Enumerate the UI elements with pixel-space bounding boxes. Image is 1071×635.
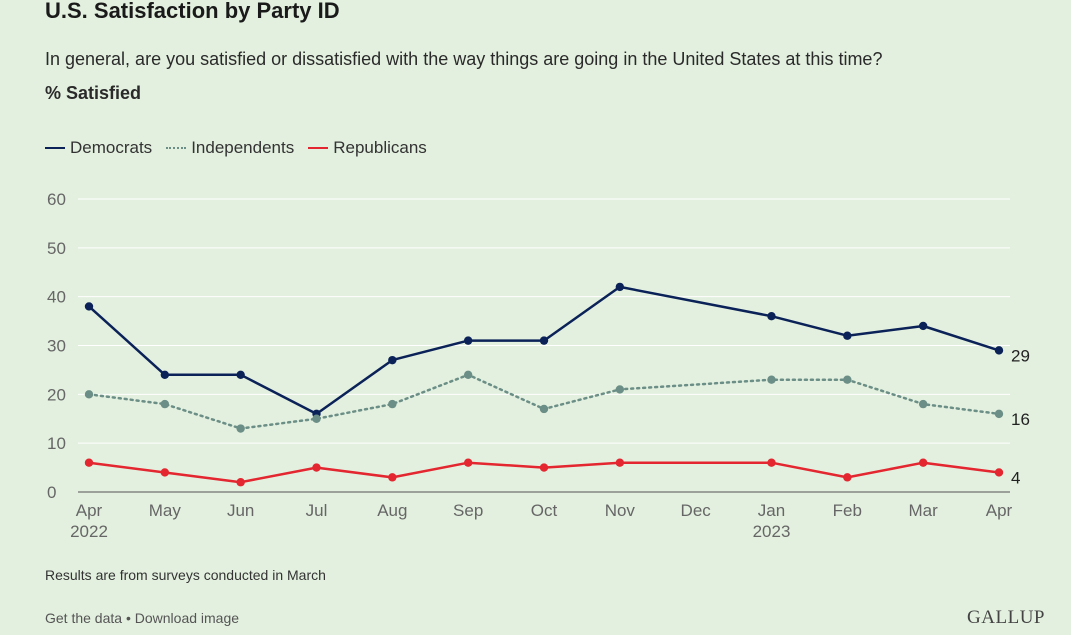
data-point-republicans	[160, 468, 170, 477]
y-tick-label-40: 40	[47, 288, 66, 307]
legend-swatch-republicans	[308, 147, 329, 149]
x-tick-label: Jan	[758, 501, 785, 520]
footer-separator: •	[125, 610, 131, 626]
x-tick-label: Apr	[986, 501, 1013, 520]
end-label-republicans: 4	[1011, 468, 1020, 487]
x-tick-label: Apr	[76, 501, 103, 520]
data-point-republicans	[918, 458, 928, 467]
chart-title: U.S. Satisfaction by Party ID	[45, 0, 340, 23]
chart-subtitle: In general, are you satisfied or dissati…	[45, 49, 883, 69]
legend-item-independents[interactable]: Independents	[166, 138, 294, 158]
data-point-democrats	[539, 336, 549, 345]
x-tick-label: May	[149, 501, 182, 520]
gallup-logo: GALLUP	[967, 607, 1045, 628]
footer-links: Get the data • Download image	[45, 610, 239, 626]
y-tick-label-30: 30	[47, 337, 66, 356]
data-point-independents	[539, 404, 549, 414]
series-line-independents	[87, 373, 1001, 430]
legend-label-republicans: Republicans	[333, 138, 427, 157]
data-point-republicans	[843, 473, 852, 482]
data-point-democrats	[463, 336, 473, 345]
data-point-republicans	[615, 458, 625, 467]
data-point-independents	[918, 399, 928, 409]
footnote: Results are from surveys conducted in Ma…	[45, 567, 326, 583]
x-tick-label: 2022	[70, 522, 108, 541]
data-point-republicans	[994, 468, 1004, 477]
data-point-republicans	[84, 458, 94, 467]
data-point-independents	[388, 399, 397, 409]
end-label-democrats: 29	[1011, 346, 1030, 365]
data-point-independents	[236, 424, 245, 433]
legend-item-republicans[interactable]: Republicans	[308, 138, 427, 158]
legend: Democrats Independents Republicans	[45, 138, 441, 158]
x-tick-label: Dec	[681, 501, 712, 520]
x-tick-label: Oct	[531, 501, 558, 520]
y-tick-label-50: 50	[47, 239, 66, 258]
data-point-republicans	[312, 463, 321, 472]
data-point-democrats	[918, 321, 928, 331]
y-tick-label-10: 10	[47, 434, 66, 453]
data-point-democrats	[160, 370, 170, 379]
get-data-link[interactable]: Get the data	[45, 610, 123, 626]
legend-swatch-independents	[166, 147, 187, 149]
download-image-link[interactable]: Download image	[134, 610, 240, 626]
data-point-republicans	[539, 463, 549, 472]
data-point-independents	[767, 375, 776, 384]
x-tick-label: Sep	[453, 501, 483, 520]
series-line-democrats	[88, 285, 1000, 416]
measure-label: % Satisfied	[45, 83, 142, 103]
data-point-independents	[160, 399, 170, 409]
data-point-republicans	[463, 458, 473, 467]
x-tick-label: Aug	[377, 501, 407, 520]
data-point-democrats	[767, 312, 776, 321]
legend-item-democrats[interactable]: Democrats	[45, 138, 152, 158]
data-point-republicans	[767, 458, 776, 467]
x-tick-label: Nov	[605, 501, 636, 520]
data-point-independents	[615, 385, 625, 394]
data-point-independents	[312, 414, 321, 423]
data-point-independents	[843, 375, 852, 384]
x-tick-label: 2023	[753, 522, 791, 541]
x-tick-label: Feb	[833, 501, 862, 520]
data-point-democrats	[388, 355, 397, 365]
series-line-republicans	[88, 461, 1000, 484]
data-point-independents	[994, 409, 1004, 419]
x-tick-label: Jul	[306, 501, 328, 520]
x-tick-label: Jun	[227, 501, 254, 520]
end-label-independents: 16	[1011, 410, 1030, 429]
y-tick-label-20: 20	[47, 385, 66, 404]
data-point-democrats	[843, 331, 852, 340]
data-point-republicans	[388, 473, 397, 482]
legend-label-independents: Independents	[191, 138, 295, 157]
legend-label-democrats: Democrats	[70, 138, 153, 157]
data-point-independents	[84, 390, 94, 399]
data-point-republicans	[236, 478, 245, 487]
data-point-democrats	[84, 302, 94, 311]
y-tick-label-60: 60	[47, 190, 66, 209]
data-point-democrats	[236, 370, 245, 379]
data-point-democrats	[615, 282, 625, 292]
data-point-democrats	[994, 346, 1004, 355]
legend-swatch-democrats	[45, 147, 65, 149]
x-tick-label: Mar	[909, 501, 939, 520]
y-tick-label-0: 0	[47, 483, 56, 502]
data-point-independents	[463, 370, 473, 379]
